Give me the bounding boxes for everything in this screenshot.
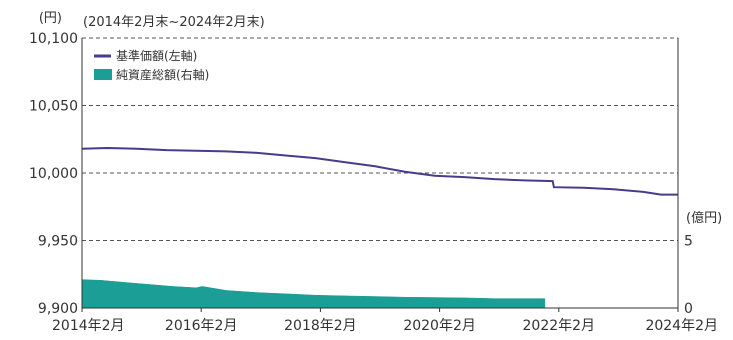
net-assets-area-layer	[81, 279, 546, 309]
x-axis-tick-label: 2020年2月	[403, 318, 476, 334]
period-label: (2014年2月末~2024年2月末)	[83, 15, 265, 30]
left-axis-tick-label: 9,900	[38, 301, 78, 317]
left-axis-unit: (円)	[39, 11, 62, 26]
gridlines	[82, 37, 678, 241]
axes: 9,900 9,950 10,000 10,050 10,100 0 5 2014年2月 201…	[29, 31, 718, 334]
nav-line	[81, 146, 678, 196]
right-axis-tick-label: 0	[684, 301, 693, 317]
right-axis-tick-label: 5	[684, 234, 693, 250]
right-axis-unit: (億円)	[686, 210, 722, 226]
legend-swatch-net-assets	[94, 69, 112, 80]
x-axis-tick-label: 2016年2月	[165, 318, 238, 334]
legend-label-net-assets: 純資産総額(右軸)	[116, 67, 209, 82]
legend-label-nav: 基準価額(左軸)	[116, 48, 197, 63]
left-axis-tick-label: 9,950	[38, 234, 78, 250]
x-axis-tick-label: 2018年2月	[284, 318, 357, 334]
x-axis-tick-label: 2024年2月	[645, 318, 718, 334]
left-axis-tick-label: 10,050	[29, 99, 78, 115]
x-axis-tick-label: 2022年2月	[523, 318, 596, 334]
nav-line-layer	[81, 146, 678, 196]
left-axis-tick-label: 10,000	[29, 166, 78, 182]
legend: 基準価額(左軸) 純資産総額(右軸)	[94, 48, 209, 82]
net-assets-area	[81, 279, 546, 309]
x-axis-tick-label: 2014年2月	[52, 318, 125, 334]
left-axis-tick-label: 10,100	[29, 31, 78, 47]
